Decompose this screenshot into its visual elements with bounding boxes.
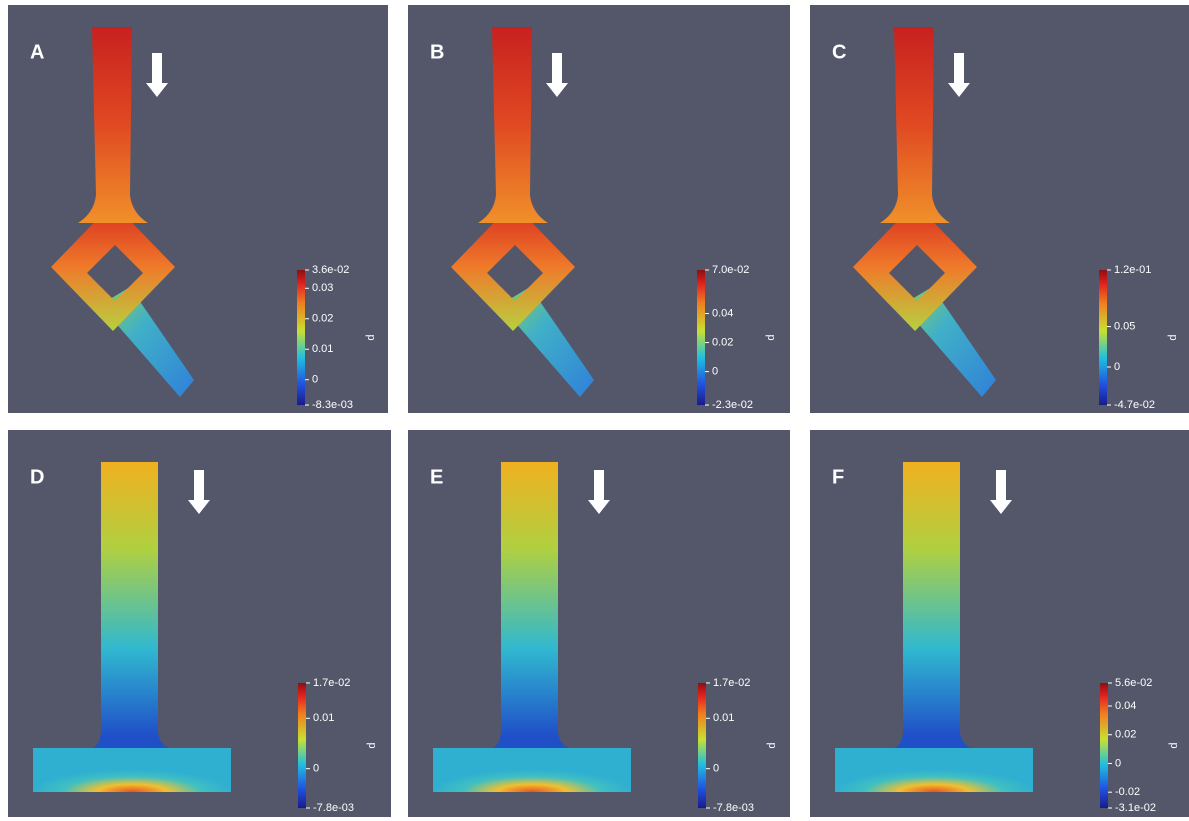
crossbar (835, 748, 1033, 792)
colorbar-tick-label: 0.05 (1114, 320, 1135, 332)
colorbar-tick-label: 0 (313, 763, 319, 775)
colorbar-tick-label: 0.01 (312, 343, 333, 355)
colorbar-tick-label: -8.3e-03 (312, 399, 353, 411)
crossbar (433, 748, 631, 792)
colorbar-tick-label: -2.3e-02 (712, 399, 753, 411)
figure: A 3.6e-02 0.03 0.02 0.01 0 -8.3e-03 p B 7.0e-02 0.… (0, 0, 1189, 821)
colorbar-title: p (1168, 742, 1180, 748)
panel-label: C (832, 41, 846, 63)
colorbar (1099, 270, 1107, 405)
colorbar-tick-label: 1.7e-02 (313, 677, 350, 689)
panel: B 7.0e-02 0.04 0.02 0 -2.3e-02 p (408, 5, 790, 413)
colorbar-tick-label: 0.03 (312, 282, 333, 294)
panel-label: D (30, 466, 44, 488)
colorbar-tick-label: 5.6e-02 (1115, 677, 1152, 689)
colorbar-tick-label: 0.02 (1115, 729, 1136, 741)
colorbar-tick-label: 7.0e-02 (712, 264, 749, 276)
colorbar-tick-label: -7.8e-03 (713, 802, 754, 814)
colorbar (697, 270, 705, 405)
colorbar-title: p (365, 334, 377, 340)
panel-background (408, 5, 790, 413)
colorbar-title: p (765, 334, 777, 340)
colorbar-tick-label: -3.1e-02 (1115, 802, 1156, 814)
colorbar (698, 683, 706, 808)
colorbar-tick-label: -0.02 (1115, 786, 1140, 798)
panel: E 1.7e-02 0.01 0 -7.8e-03 p (408, 430, 790, 817)
colorbar-title: p (766, 742, 778, 748)
colorbar-tick-label: 1.2e-01 (1114, 264, 1151, 276)
panel: F 5.6e-02 0.04 0.02 0 -0.02 -3.1e-02 p (810, 430, 1189, 817)
colorbar-tick-label: 0 (1114, 361, 1120, 373)
colorbar (1100, 683, 1108, 808)
colorbar-tick-label: 0 (713, 763, 719, 775)
colorbar-tick-label: 0 (712, 366, 718, 378)
panel-label: F (832, 466, 844, 488)
panel-background (810, 5, 1189, 413)
colorbar-tick-label: 3.6e-02 (312, 264, 349, 276)
colorbar (298, 683, 306, 808)
colorbar-tick-label: -4.7e-02 (1114, 399, 1155, 411)
colorbar-title: p (1167, 334, 1179, 340)
panel: A 3.6e-02 0.03 0.02 0.01 0 -8.3e-03 p (8, 5, 388, 413)
panel-label: B (430, 41, 444, 63)
colorbar-tick-label: 0 (1115, 757, 1121, 769)
colorbar-tick-label: 0.04 (712, 307, 733, 319)
panel: D 1.7e-02 0.01 0 -7.8e-03 p (8, 430, 391, 817)
colorbar-tick-label: 0.02 (312, 313, 333, 325)
colorbar-tick-label: 0 (312, 374, 318, 386)
colorbar-tick-label: 0.01 (313, 712, 334, 724)
crossbar (33, 748, 231, 792)
colorbar-tick-label: 0.02 (712, 336, 733, 348)
colorbar-tick-label: 0.04 (1115, 700, 1136, 712)
colorbar-tick-label: 1.7e-02 (713, 677, 750, 689)
panel-label: A (30, 41, 44, 63)
colorbar-tick-label: -7.8e-03 (313, 802, 354, 814)
colorbar-title: p (366, 742, 378, 748)
colorbar-tick-label: 0.01 (713, 712, 734, 724)
colorbar (297, 270, 305, 405)
panel: C 1.2e-01 0.05 0 -4.7e-02 p (810, 5, 1189, 413)
panel-label: E (430, 466, 443, 488)
